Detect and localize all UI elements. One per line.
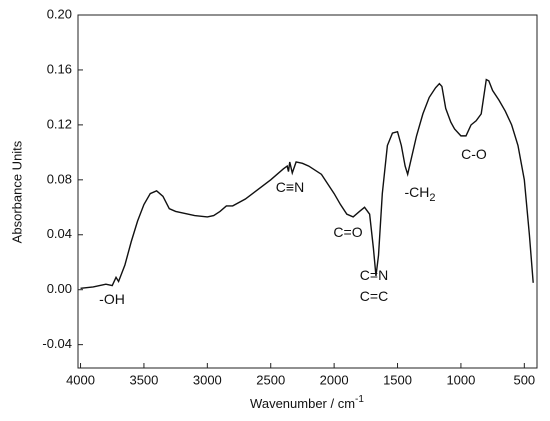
y-tick-label: 0.08 [47,171,72,186]
annotation-text: C-O [461,146,487,162]
y-tick-label: 0.20 [47,6,72,21]
x-tick-label: 2500 [256,372,285,387]
y-tick-label: 0.00 [47,281,72,296]
x-tick-label: 4000 [66,372,95,387]
y-tick-label: 0.16 [47,61,72,76]
annotation: -CH2 [404,184,435,204]
annotation-text: C=O [333,224,362,240]
x-tick-label: 3500 [129,372,158,387]
annotation: C=N [360,267,388,283]
x-tick-label: 3000 [193,372,222,387]
y-tick-label: 0.04 [47,226,72,241]
annotation-text: C=N [360,267,388,283]
annotation: C=C [360,288,388,304]
y-tick-label: -0.04 [42,336,72,351]
annotation-text: -OH [99,291,125,307]
x-tick-label: 500 [513,372,535,387]
annotation-text: C≡N [276,179,304,195]
annotation: C=O [333,224,362,240]
annotation-text: -CH [404,184,429,200]
plot-frame [77,14,538,369]
annotation-sub: 2 [429,192,435,204]
annotation: C-O [461,146,487,162]
x-axis-label-sup: -1 [355,394,364,405]
annotation: C≡N [276,179,304,195]
y-axis-label: Absorbance Units [9,140,24,243]
annotation-text: C=C [360,288,388,304]
y-tick-label: 0.12 [47,116,72,131]
annotation: -OH [99,291,125,307]
x-tick-label: 1000 [446,372,475,387]
x-axis-label-text: Wavenumber / cm [250,396,355,411]
spectrum-line [80,78,534,290]
x-axis-label: Wavenumber / cm-1 [250,394,364,412]
x-tick-label: 1500 [383,372,412,387]
x-tick-label: 2000 [320,372,349,387]
